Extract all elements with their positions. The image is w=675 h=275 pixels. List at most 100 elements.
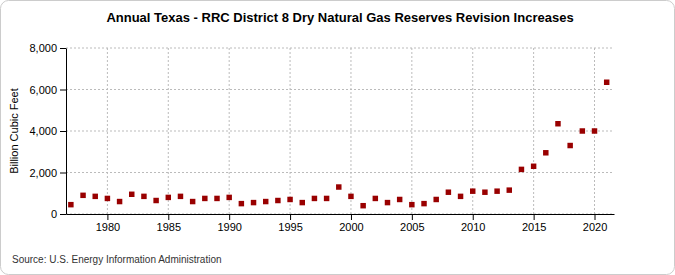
x-tick-mark xyxy=(351,214,352,220)
x-tick: 2020 xyxy=(583,214,607,233)
y-axis: 0 2,000 4,000 6,000 8,000 xyxy=(29,42,66,220)
x-tick: 1990 xyxy=(217,214,241,233)
x-tick-mark xyxy=(534,214,535,220)
data-point xyxy=(239,201,244,206)
x-tick-label: 1980 xyxy=(96,221,120,233)
x-axis-line xyxy=(67,214,615,215)
y-tick-mark xyxy=(60,173,66,174)
x-tick-label: 2020 xyxy=(583,221,607,233)
data-point xyxy=(251,200,256,205)
x-tick-mark xyxy=(412,214,413,220)
x-tick-mark xyxy=(595,214,596,220)
y-tick: 2,000 xyxy=(29,167,66,179)
chart: 19801985199019952000200520102015202002,0… xyxy=(0,0,675,275)
data-point xyxy=(226,195,231,200)
x-axis: 198019851990199520002005201020152020 xyxy=(67,214,615,233)
grid-line xyxy=(66,48,614,49)
data-point xyxy=(105,196,110,201)
data-point xyxy=(531,164,536,169)
grid-line xyxy=(229,48,230,214)
data-point xyxy=(507,187,512,192)
data-point xyxy=(433,197,438,202)
data-point xyxy=(190,199,195,204)
y-tick-mark xyxy=(60,214,66,215)
data-point xyxy=(409,202,414,207)
data-point xyxy=(458,194,463,199)
data-point xyxy=(263,199,268,204)
grid xyxy=(66,48,614,214)
y-tick: 0 xyxy=(51,208,66,220)
y-tick-label: 2,000 xyxy=(29,167,57,179)
x-tick-mark xyxy=(229,214,230,220)
x-tick-mark xyxy=(473,214,474,220)
data-point xyxy=(80,193,85,198)
data-point xyxy=(68,202,73,207)
x-tick-mark xyxy=(107,214,108,220)
grid-line xyxy=(350,48,351,214)
data-point xyxy=(360,203,365,208)
x-tick: 2000 xyxy=(339,214,363,233)
data-point xyxy=(287,197,292,202)
plot-area xyxy=(68,79,609,208)
frame xyxy=(1,1,675,275)
y-tick-mark xyxy=(60,90,66,91)
data-point xyxy=(482,189,487,194)
data-point xyxy=(446,189,451,194)
source: Source: U.S. Energy Information Administ… xyxy=(12,254,222,265)
data-point xyxy=(470,188,475,193)
data-point xyxy=(166,195,171,200)
y-tick-label: 0 xyxy=(51,208,57,220)
title: Annual Texas - RRC District 8 Dry Natura… xyxy=(106,10,573,25)
x-tick: 2005 xyxy=(400,214,424,233)
grid-line xyxy=(66,172,614,173)
data-point xyxy=(385,200,390,205)
data-point xyxy=(324,196,329,201)
data-point xyxy=(336,184,341,189)
y-tick-label: 6,000 xyxy=(29,84,57,96)
y-axis-line xyxy=(66,49,67,215)
data-point xyxy=(129,192,134,197)
grid-line xyxy=(66,214,614,215)
data-point xyxy=(494,188,499,193)
data-point xyxy=(275,198,280,203)
data-point xyxy=(592,128,597,133)
data-point xyxy=(567,143,572,148)
x-tick-label: 2000 xyxy=(339,221,363,233)
x-tick: 1980 xyxy=(96,214,120,233)
y-tick: 4,000 xyxy=(29,125,66,137)
grid-line xyxy=(411,48,412,214)
x-tick-label: 2010 xyxy=(461,221,485,233)
data-point xyxy=(202,196,207,201)
y-tick: 6,000 xyxy=(29,84,66,96)
data-point xyxy=(555,121,560,126)
y-tick: 8,000 xyxy=(29,42,66,54)
data-point xyxy=(300,200,305,205)
data-point xyxy=(178,194,183,199)
data-point xyxy=(580,128,585,133)
data-point xyxy=(117,199,122,204)
data-point xyxy=(519,167,524,172)
y-tick-label: 8,000 xyxy=(29,42,57,54)
grid-line xyxy=(533,48,534,214)
data-point xyxy=(141,194,146,199)
x-tick-label: 1990 xyxy=(217,221,241,233)
x-tick-label: 1985 xyxy=(157,221,181,233)
data-point xyxy=(153,198,158,203)
data-point xyxy=(543,150,548,155)
y-tick-mark xyxy=(60,48,66,49)
y-tick-mark xyxy=(60,131,66,132)
grid-line xyxy=(107,48,108,214)
data-point xyxy=(397,197,402,202)
x-tick: 2010 xyxy=(461,214,485,233)
grid-line xyxy=(66,131,614,132)
x-tick: 1985 xyxy=(157,214,181,233)
x-tick-mark xyxy=(168,214,169,220)
data-point xyxy=(604,79,609,84)
y-axis-title: Billion Cubic Feet xyxy=(8,88,20,174)
x-tick-label: 2005 xyxy=(400,221,424,233)
x-tick-label: 1995 xyxy=(278,221,302,233)
data-point xyxy=(421,201,426,206)
y-tick-label: 4,000 xyxy=(29,125,57,137)
data-point xyxy=(214,196,219,201)
data-point xyxy=(92,194,97,199)
